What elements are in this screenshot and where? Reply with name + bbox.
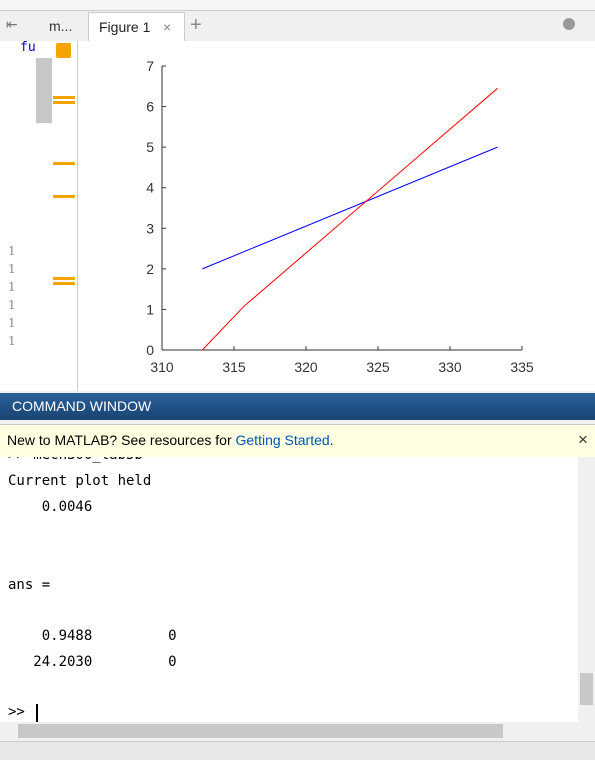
collapse-icon[interactable]: ⇤ — [6, 16, 18, 32]
x-tick-label: 325 — [366, 359, 390, 375]
line-number: 1 — [8, 316, 16, 330]
figure-area — [78, 41, 595, 391]
y-tick-label: 7 — [146, 58, 154, 74]
banner — [0, 424, 595, 458]
x-tick-label: 310 — [150, 359, 174, 375]
v-scroll-thumb[interactable] — [580, 673, 593, 705]
y-tick-label: 3 — [146, 220, 154, 236]
command-line: 0.9488 0 — [8, 628, 177, 644]
command-line: 0.0046 — [8, 499, 93, 515]
command-line: >> — [8, 704, 34, 720]
x-tick-label: 330 — [438, 359, 462, 375]
x-tick-label: 335 — [510, 359, 534, 375]
banner-message: New to MATLAB? See resources for — [7, 432, 236, 448]
status-bar — [0, 741, 595, 760]
warning-markers — [53, 96, 75, 99]
line-numbers: 1 1 1 1 1 1 — [8, 242, 16, 350]
line-number: 1 — [8, 334, 16, 348]
v-scrollbar[interactable] — [578, 457, 595, 722]
figure-tab[interactable] — [88, 12, 185, 42]
command-line: 24.2030 0 — [8, 654, 177, 670]
plot: 0 1 2 3 4 5 6 7 310 315 320 325 330 335 — [146, 58, 534, 375]
editor-scroll-thumb[interactable] — [36, 58, 52, 123]
x-tick-label: 320 — [294, 359, 318, 375]
y-tick-label: 4 — [146, 180, 154, 196]
y-tick-label: 6 — [146, 99, 154, 115]
menu-button[interactable] — [563, 18, 575, 30]
command-window-header — [0, 393, 595, 420]
toolbar-strip — [0, 0, 595, 11]
banner-close[interactable]: × — [578, 430, 588, 449]
banner-end: . — [329, 432, 334, 448]
y-tick-label: 0 — [146, 342, 154, 358]
y-tick-label: 1 — [146, 301, 154, 317]
cursor — [36, 704, 38, 722]
command-line: ans = — [8, 577, 51, 593]
command-output[interactable]: >> mech300_lab5b Current plot held 0.0046… — [0, 457, 578, 722]
tab-close[interactable]: × — [163, 19, 172, 35]
line — [202, 146, 498, 270]
editor-code: fu — [20, 40, 36, 55]
line-number: 1 — [8, 262, 16, 276]
command-line: Current plot held — [8, 473, 152, 489]
h-scroll-thumb[interactable] — [18, 724, 503, 738]
x-tick-label: 315 — [222, 359, 246, 375]
line-number: 1 — [8, 280, 16, 294]
line — [201, 87, 498, 351]
tab-add[interactable]: + — [190, 14, 202, 36]
y-tick-label: 5 — [146, 139, 154, 155]
line-number: 1 — [8, 298, 16, 312]
figure-tab-title[interactable]: Figure 1 — [99, 19, 151, 35]
warning-indicator — [56, 43, 71, 58]
editor-tab[interactable]: m... — [49, 18, 73, 34]
command-line: >> mech300_lab5b — [8, 457, 143, 463]
line-number: 1 — [8, 244, 16, 258]
command-window-title: COMMAND WINDOW — [12, 398, 152, 414]
y-tick-label: 2 — [146, 261, 154, 277]
banner-link[interactable]: Getting Started — [235, 432, 330, 448]
banner-text: New to MATLAB? See resources for Getting… — [7, 432, 334, 448]
